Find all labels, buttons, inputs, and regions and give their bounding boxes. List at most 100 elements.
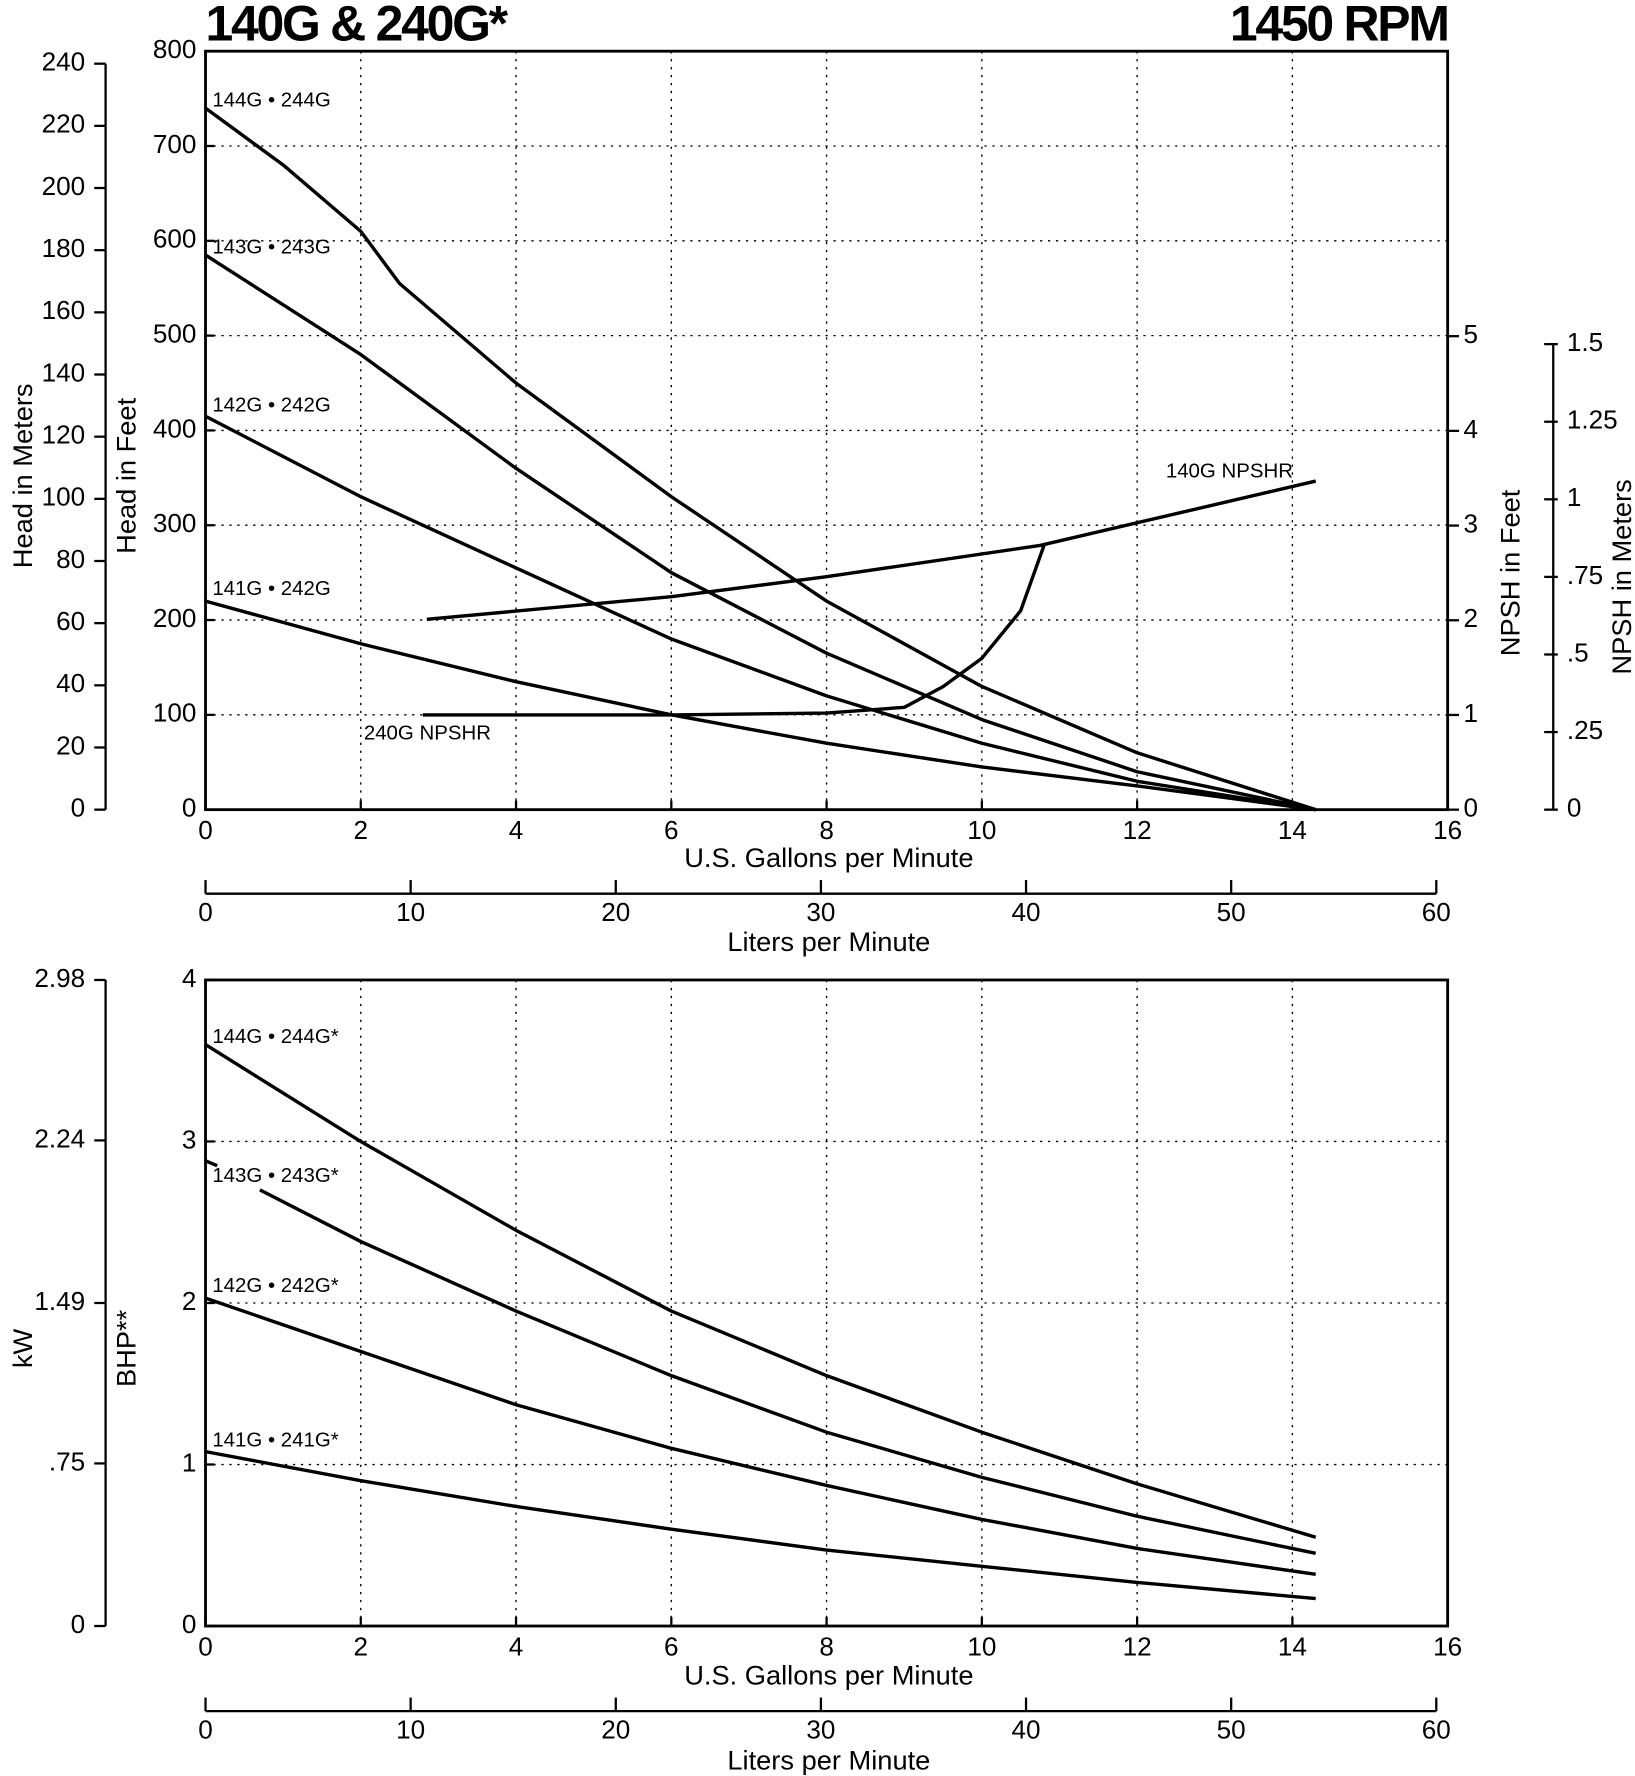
series-label: 141G • 242G: [212, 578, 330, 600]
x-tick-label: 10: [967, 815, 996, 845]
x-tick-label: 4: [509, 815, 524, 845]
y-axis-label: BHP**: [111, 1309, 142, 1387]
y3-tick-label: 180: [42, 233, 86, 263]
chart-title: 140G & 240G*: [206, 0, 509, 52]
y3-tick-label: 140: [42, 357, 86, 387]
x2-axis-label: Liters per Minute: [727, 926, 930, 957]
series-line: [205, 599, 1316, 812]
series-line: [204, 1043, 1317, 1539]
series-label: 142G • 242G*: [212, 1275, 338, 1297]
x-tick-label: 2: [354, 815, 369, 845]
x2-tick-label: 0: [198, 897, 213, 927]
x-tick-label: 2: [354, 1632, 369, 1662]
y4-tick-label: 1: [1567, 482, 1582, 512]
y2-tick-label: 5: [1464, 319, 1479, 349]
y4-tick-label: .75: [1567, 560, 1603, 590]
y-tick-label: 400: [153, 413, 197, 443]
x-tick-label: 12: [1123, 815, 1152, 845]
x2-tick-label: 10: [396, 897, 425, 927]
y3-tick-label: 120: [42, 420, 86, 450]
x2-tick-label: 50: [1217, 1715, 1246, 1745]
series-label: 240G NPSHR: [364, 723, 491, 745]
y-tick-label: 500: [153, 319, 197, 349]
y3-tick-label: 220: [42, 109, 86, 139]
y-tick-label: 2: [182, 1286, 197, 1316]
x-tick-label: 0: [198, 815, 213, 845]
y4-tick-label: 0: [1567, 793, 1582, 823]
y-tick-label: 300: [153, 508, 197, 538]
y2-tick-label: 4: [1464, 414, 1479, 444]
y4-tick-label: .25: [1567, 715, 1603, 745]
x2-axis-label: Liters per Minute: [727, 1744, 930, 1775]
x-tick-label: 8: [819, 815, 834, 845]
series-label: 141G • 241G*: [212, 1430, 338, 1452]
x2-tick-label: 40: [1012, 897, 1041, 927]
series-label: 144G • 244G*: [212, 1026, 338, 1048]
y3-axis-label: kW: [7, 1328, 38, 1368]
x-tick-label: 10: [967, 1632, 996, 1662]
y-tick-label: 1: [182, 1447, 197, 1477]
y3-tick-label: 0: [71, 793, 86, 823]
x-tick-label: 14: [1278, 815, 1307, 845]
x-axis-label: U.S. Gallons per Minute: [684, 842, 973, 873]
x2-tick-label: 40: [1012, 1715, 1041, 1745]
y2-tick-label: 2: [1464, 603, 1479, 633]
y-tick-label: 800: [153, 34, 197, 64]
y-tick-label: 600: [153, 224, 197, 254]
y-tick-label: 100: [153, 698, 197, 728]
x-tick-label: 14: [1278, 1632, 1307, 1662]
x-tick-label: 0: [198, 1632, 213, 1662]
y3-tick-label: 240: [42, 47, 86, 77]
y4-axis-label: NPSH in Meters: [1606, 479, 1635, 674]
y-tick-label: 700: [153, 129, 197, 159]
y2-tick-label: 0: [1464, 793, 1479, 823]
y-axis-label: Head in Feet: [111, 397, 142, 553]
x2-tick-label: 10: [396, 1715, 425, 1745]
y2-axis-label: NPSH in Feet: [1495, 489, 1526, 656]
series-line: [422, 544, 1046, 717]
x-axis-label: U.S. Gallons per Minute: [684, 1659, 973, 1690]
y4-tick-label: 1.5: [1567, 327, 1603, 357]
y3-tick-label: 0: [71, 1609, 86, 1639]
y3-tick-label: 20: [56, 730, 85, 760]
y2-tick-label: 1: [1464, 698, 1479, 728]
series-label: 143G • 243G: [212, 237, 330, 259]
y4-tick-label: .5: [1567, 637, 1589, 667]
x2-tick-label: 60: [1422, 1715, 1451, 1745]
x2-tick-label: 30: [806, 1715, 835, 1745]
y-tick-label: 4: [182, 963, 197, 993]
y3-tick-label: 2.24: [34, 1123, 85, 1153]
y3-tick-label: 100: [42, 482, 86, 512]
x2-tick-label: 60: [1422, 897, 1451, 927]
x-tick-label: 8: [819, 1632, 834, 1662]
y3-tick-label: 60: [56, 606, 85, 636]
series-line: [204, 1159, 1317, 1556]
x2-tick-label: 30: [806, 897, 835, 927]
y3-tick-label: 1.49: [34, 1286, 85, 1316]
y3-tick-label: 80: [56, 544, 85, 574]
series-label: 144G • 244G: [212, 90, 330, 112]
y-tick-label: 0: [182, 1609, 197, 1639]
series-line: [204, 106, 1317, 812]
y4-tick-label: 1.25: [1567, 405, 1618, 435]
series-line: [204, 1296, 1316, 1577]
series-line: [204, 414, 1316, 812]
series-label: 143G • 243G*: [212, 1165, 338, 1187]
y3-tick-label: 2.98: [34, 963, 85, 993]
series-label: 140G NPSHR: [1166, 460, 1293, 482]
y3-tick-label: 200: [42, 171, 86, 201]
x-tick-label: 6: [664, 815, 679, 845]
series-line: [426, 479, 1317, 622]
series-label: 142G • 242G: [212, 394, 330, 416]
series-line: [204, 253, 1317, 812]
y3-tick-label: 160: [42, 295, 86, 325]
y3-tick-label: .75: [49, 1446, 85, 1476]
y3-tick-label: 40: [56, 668, 85, 698]
x-tick-label: 16: [1433, 815, 1462, 845]
x-tick-label: 4: [509, 1632, 524, 1662]
y-tick-label: 200: [153, 603, 197, 633]
y3-axis-label: Head in Meters: [7, 383, 38, 568]
x2-tick-label: 20: [601, 897, 630, 927]
